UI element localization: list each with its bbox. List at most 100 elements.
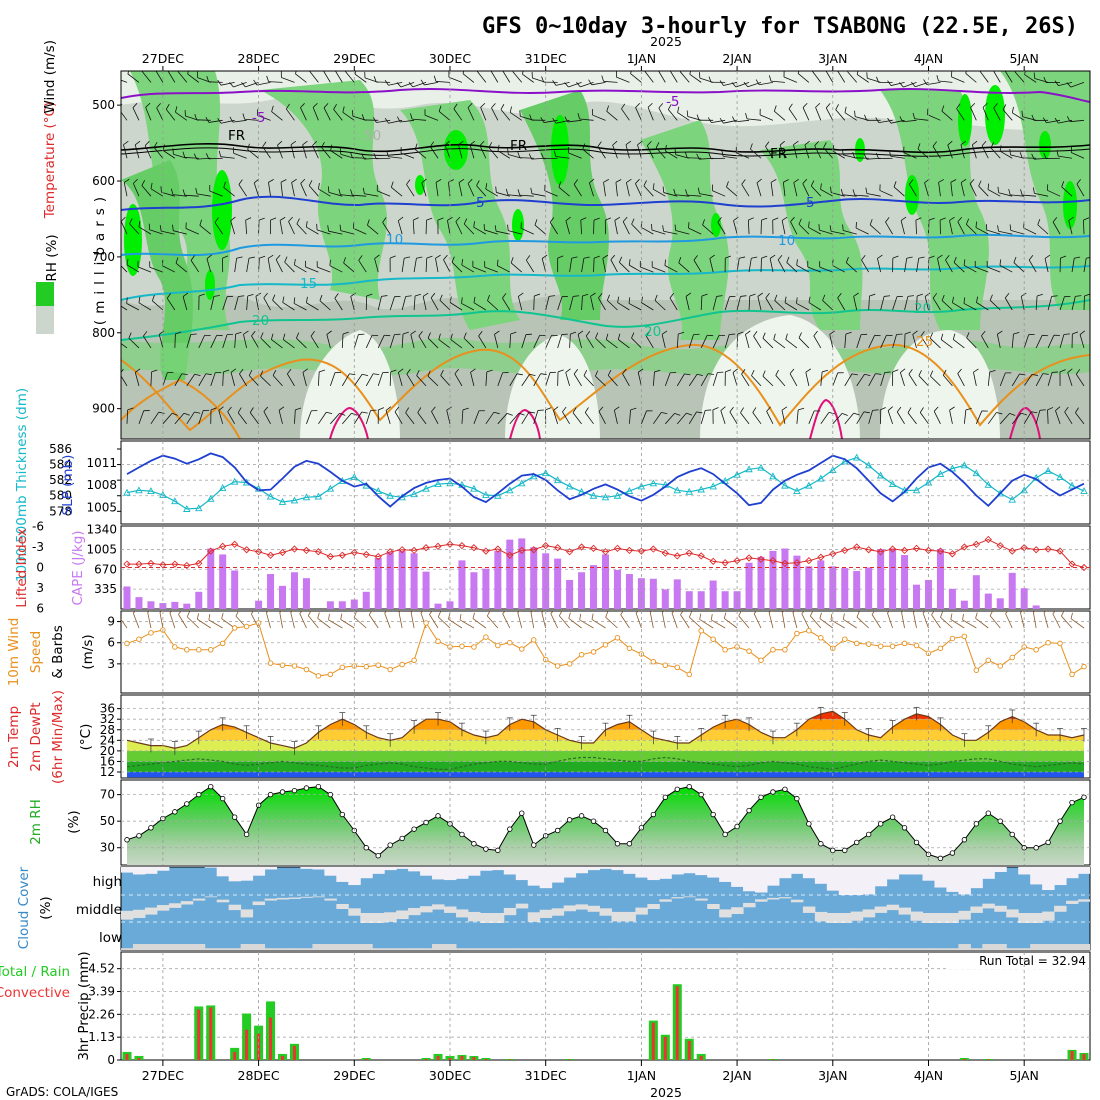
wind-barb — [467, 183, 475, 197]
cloud-low-block — [671, 948, 684, 950]
cloud-high-block — [922, 867, 935, 881]
rh-point — [758, 794, 764, 800]
wind-barb-flag — [589, 178, 595, 184]
wind-barb-flag — [349, 151, 353, 158]
wind-barb-flag — [553, 406, 559, 411]
cloud-high-block — [527, 867, 541, 886]
wind-barb-flag — [172, 224, 174, 231]
thickness-point — [1032, 473, 1040, 481]
surface-barb-flag — [579, 613, 582, 620]
li-point — [386, 548, 394, 556]
wind-barb — [234, 258, 238, 273]
wind-barb-flag — [334, 293, 339, 299]
wind-barb — [284, 261, 295, 273]
wind-barb-flag — [305, 221, 308, 228]
wind-barb-flag — [892, 255, 899, 259]
wind-barb-flag — [605, 333, 609, 340]
thickness-point — [410, 490, 418, 498]
wind-speed-point — [1081, 663, 1087, 670]
wind-barb-flag — [953, 256, 957, 263]
wind-barb-flag — [941, 105, 945, 112]
wind-barb-flag — [497, 144, 500, 151]
wind-barb-flag — [132, 103, 138, 108]
wind-barb-flag — [253, 79, 258, 86]
thickness-point — [685, 487, 693, 495]
wind-barb-flag — [732, 116, 736, 123]
cloud-high-block — [312, 867, 325, 870]
wind-barb — [970, 107, 977, 121]
y-tick-label: 12 — [100, 765, 115, 779]
wind-barb-flag — [941, 294, 945, 301]
wind-barb — [953, 262, 965, 273]
wind-barb — [377, 335, 385, 349]
rh-point — [782, 786, 788, 793]
wind-barb-flag — [1004, 292, 1010, 299]
wind-speed-label: Speed — [28, 631, 44, 673]
wind-barb — [990, 147, 1001, 159]
wind-barb — [770, 182, 774, 197]
y-tick-label: 2.26 — [88, 1007, 115, 1021]
surface-wind-barbs — [121, 611, 1085, 629]
wind-barb — [963, 264, 977, 273]
wind-barb — [812, 71, 822, 83]
wind-barb-flag — [343, 257, 346, 264]
wind-barb — [376, 157, 391, 160]
wind-barb — [880, 296, 885, 311]
wind-barb — [172, 194, 187, 197]
surface-barb — [354, 617, 367, 629]
surface-barb — [810, 615, 822, 629]
wind-barb-flag — [1084, 293, 1090, 297]
thickness-point — [422, 484, 430, 492]
li-point — [159, 561, 167, 569]
thickness-point — [506, 486, 514, 494]
cloud-high-block — [910, 867, 924, 875]
wind-barb — [953, 339, 965, 349]
cloud-high-block — [348, 867, 361, 886]
wind-barb — [251, 335, 259, 349]
y-tick-label: 800 — [92, 326, 115, 340]
wind-barb-flag — [410, 330, 416, 335]
cloud-middle-block — [647, 904, 660, 909]
cape-bar — [625, 574, 633, 609]
wind-barb — [343, 262, 355, 273]
wind-barb — [1024, 74, 1037, 83]
surface-barb-flag — [940, 611, 943, 618]
cloud-middle-block — [420, 906, 433, 913]
wind-barb — [238, 184, 247, 197]
wind-barb — [463, 223, 475, 235]
wind-barb-flag — [310, 331, 315, 337]
thickness-point — [266, 492, 275, 500]
wind-barb-flag — [548, 295, 555, 297]
wind-barb-flag — [582, 293, 589, 297]
wind-barb — [353, 411, 363, 425]
wind-barb — [843, 230, 857, 235]
wind-barb-flag — [213, 295, 220, 297]
wind-barb-flag — [622, 368, 627, 374]
wind-barb-flag — [329, 259, 331, 266]
cape-bar — [566, 579, 574, 609]
thickness-point — [230, 477, 239, 485]
surface-barb-flag — [887, 611, 891, 614]
wind-barb — [438, 339, 451, 349]
wind-barb — [635, 183, 642, 197]
wind-barb-flag — [696, 373, 703, 376]
surface-barb — [738, 615, 750, 629]
wind-barb-flag — [193, 153, 198, 160]
wind-barb — [924, 296, 929, 311]
wind-barb-flag — [121, 368, 124, 373]
wind-barb — [121, 375, 128, 387]
cloud-low-block — [300, 948, 313, 950]
wind-barb-flag — [1086, 256, 1090, 259]
date-label-top: 27DEC — [142, 51, 184, 66]
wind-barb — [500, 109, 511, 121]
wind-barb-flag — [525, 255, 531, 261]
wind-barb — [1044, 258, 1049, 273]
wind-barb-flag — [615, 179, 622, 183]
wind10m-label: 10m Wind — [6, 618, 22, 687]
wind-barb — [534, 224, 546, 235]
wind-barb — [196, 193, 211, 197]
wind-barb — [507, 194, 522, 197]
cape-bar — [889, 548, 897, 609]
wind-barb-flag — [293, 297, 296, 304]
wind-barb-flag — [406, 368, 411, 375]
